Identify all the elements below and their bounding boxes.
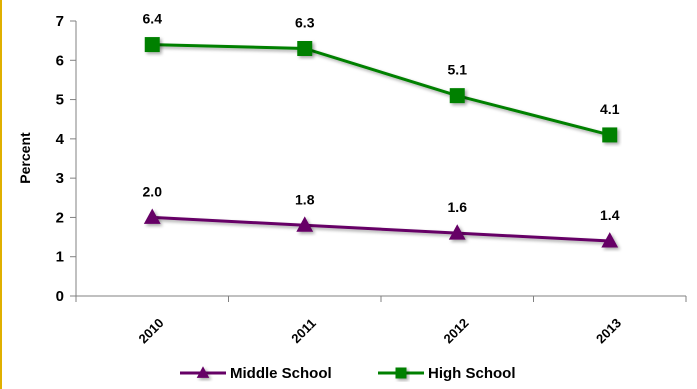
axes: 0 1 2 3 4 5 6 7 2010 2011 2012 2013 — [56, 13, 687, 347]
series-high-school: 6.4 6.3 5.1 4.1 — [143, 11, 620, 143]
data-label: 2.0 — [143, 183, 163, 199]
legend: Middle School High School — [180, 365, 516, 382]
left-border-decoration — [0, 0, 2, 389]
data-label: 6.3 — [295, 15, 315, 31]
square-marker — [449, 88, 465, 104]
square-marker — [297, 41, 313, 56]
series-middle-school: 2.0 1.8 1.6 1.4 — [143, 183, 620, 248]
triangle-marker — [448, 224, 466, 240]
triangle-marker — [601, 232, 619, 248]
x-tick-label: 2012 — [441, 315, 472, 346]
y-tick-label: 0 — [56, 288, 64, 305]
data-label: 5.1 — [448, 62, 468, 78]
square-marker — [602, 127, 618, 143]
x-tick-label: 2011 — [288, 316, 319, 347]
series-line — [152, 215, 610, 243]
triangle-marker — [196, 366, 210, 378]
square-marker — [395, 367, 407, 379]
triangle-marker — [296, 216, 314, 232]
series-line — [152, 43, 611, 137]
y-tick-label: 3 — [56, 170, 64, 187]
data-label: 1.4 — [600, 207, 620, 223]
y-tick-label: 4 — [56, 131, 65, 148]
legend-item-high-school: High School — [378, 365, 516, 382]
y-tick-label: 5 — [56, 92, 64, 109]
y-tick-label: 1 — [56, 249, 64, 266]
y-tick-label: 6 — [56, 52, 64, 69]
square-marker — [144, 37, 160, 53]
legend-label: Middle School — [230, 365, 332, 382]
data-label: 4.1 — [600, 101, 620, 117]
triangle-marker — [143, 208, 161, 224]
y-axis-label: Percent — [17, 132, 33, 184]
legend-item-middle-school: Middle School — [180, 365, 332, 382]
legend-label: High School — [428, 365, 516, 382]
data-label: 1.6 — [448, 199, 468, 215]
data-label: 6.4 — [143, 11, 163, 27]
y-tick-label: 7 — [56, 13, 64, 30]
y-tick-label: 2 — [56, 209, 64, 226]
x-tick-label: 2013 — [593, 315, 624, 346]
x-tick-label: 2010 — [136, 315, 167, 346]
series-layer: 2.0 1.8 1.6 1.4 6.4 6.3 5.1 4.1 — [143, 11, 620, 248]
data-label: 1.8 — [295, 191, 315, 207]
